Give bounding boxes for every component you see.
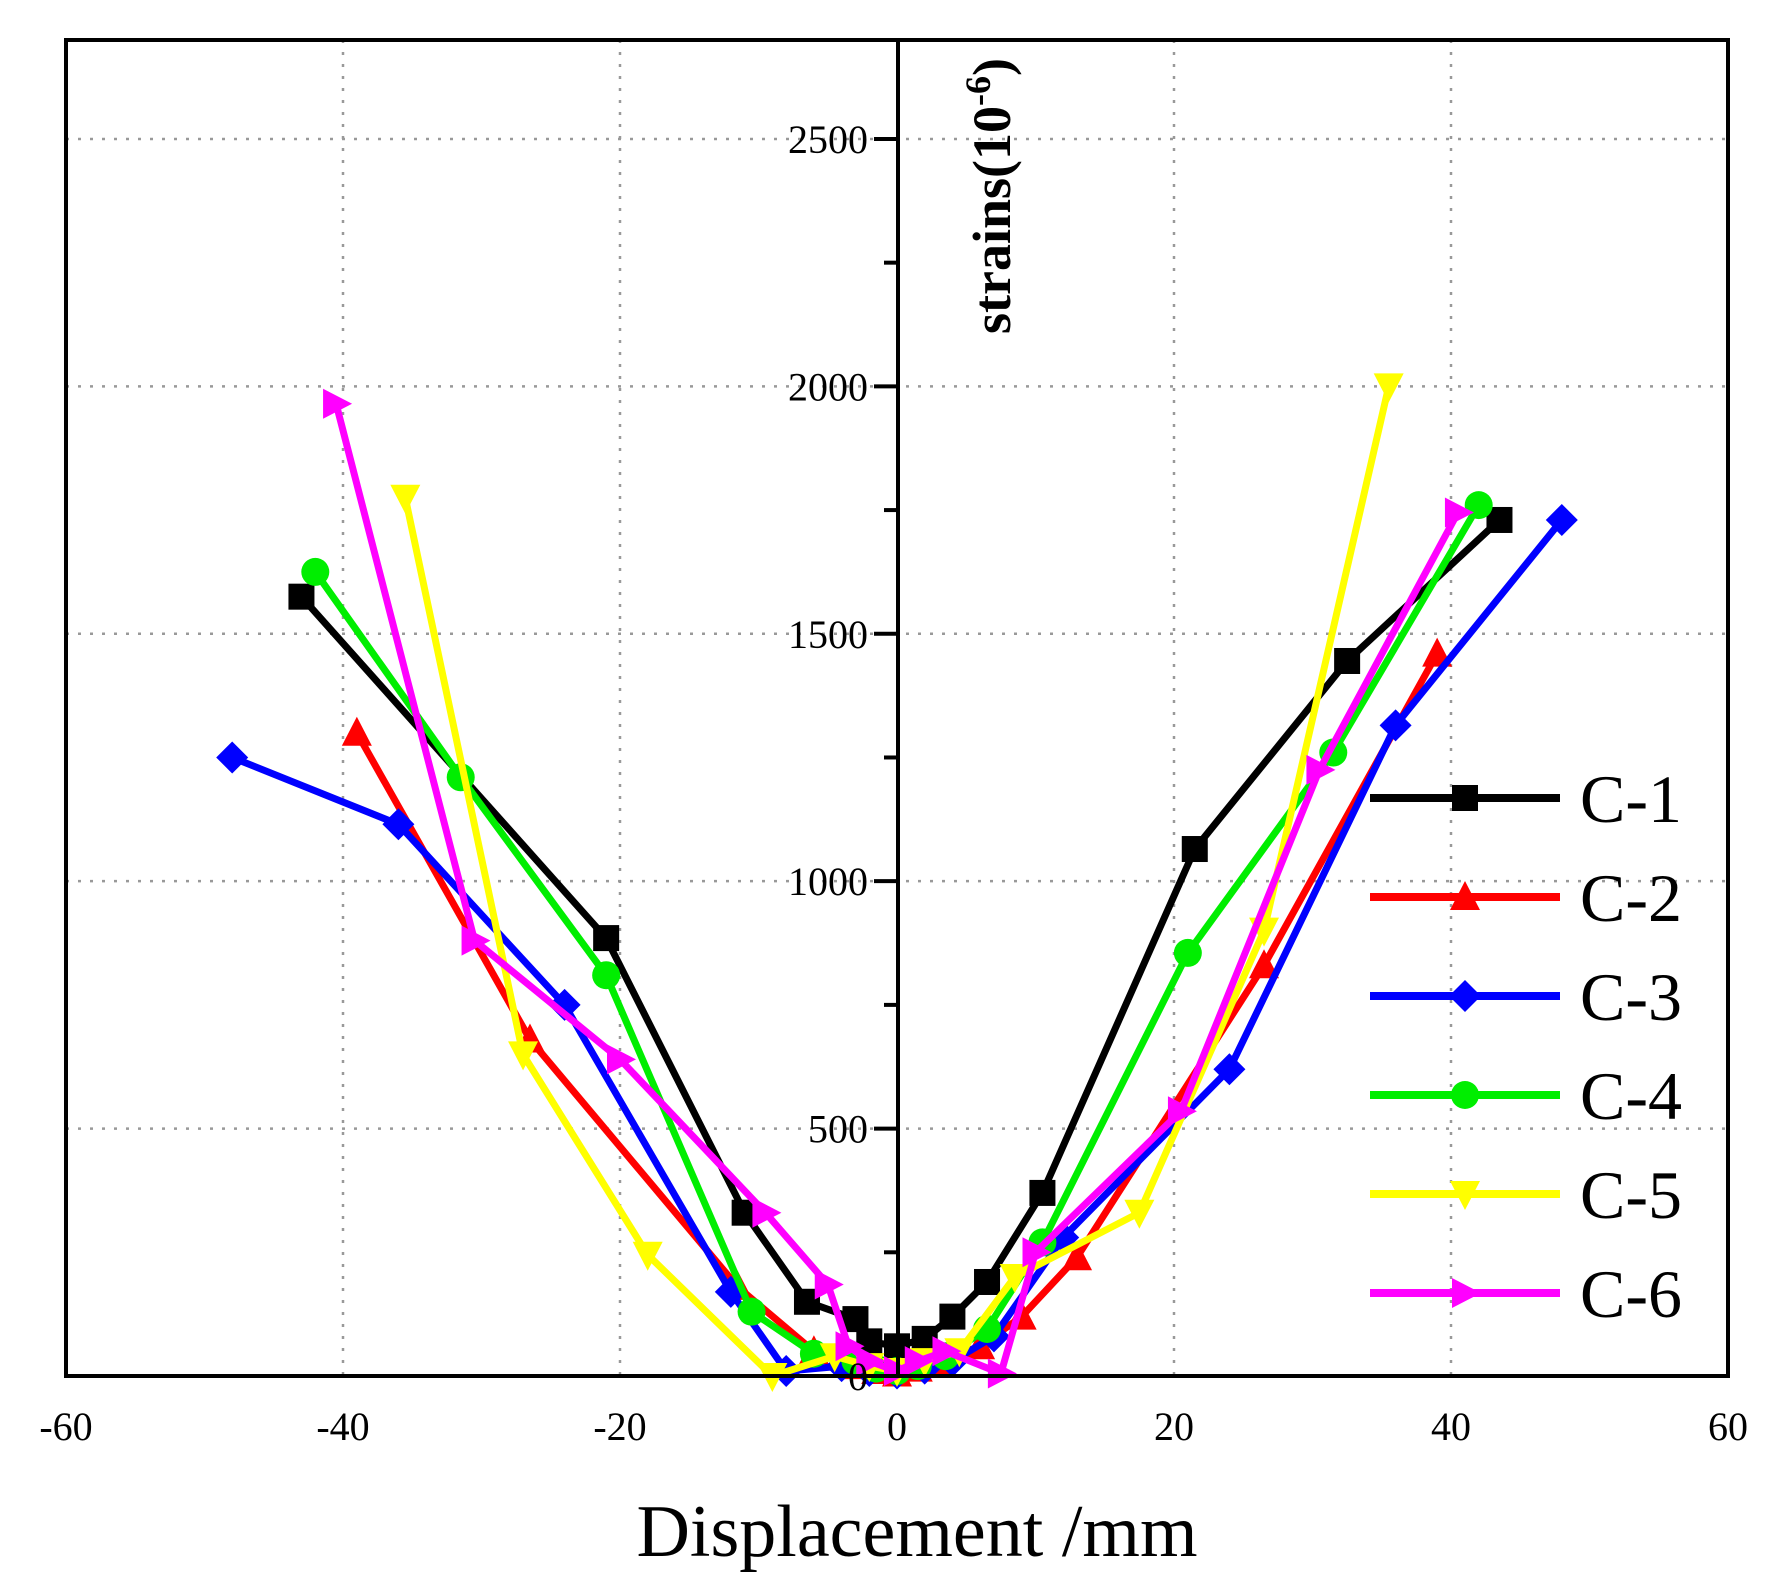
- y-axis-title-exponent: -6: [958, 76, 998, 106]
- y-axis-title-base: strains(10: [962, 106, 1022, 334]
- data-point-c-4: [1173, 938, 1202, 967]
- legend-item-c-3: C-3: [1370, 959, 1682, 1035]
- data-point-c-1: [974, 1268, 1001, 1295]
- data-point-c-1: [593, 925, 620, 952]
- legend-item-c-4: C-4: [1370, 1058, 1682, 1134]
- y-axis-title-close: ): [962, 58, 1022, 76]
- legend-item-c-1: C-1: [1370, 761, 1682, 837]
- y-tick-label: 1000: [788, 859, 868, 904]
- data-point-c-2: [341, 716, 372, 746]
- legend-marker-c-5: [1450, 1181, 1480, 1210]
- plot-frame: [64, 38, 1730, 1378]
- x-axis-title: Displacement /mm: [636, 1491, 1197, 1573]
- data-point-c-6: [1022, 1237, 1052, 1268]
- data-point-c-6: [607, 1044, 636, 1075]
- data-point-c-5: [999, 1264, 1030, 1294]
- data-point-c-6: [1444, 497, 1474, 528]
- y-tick-label: 500: [808, 1107, 868, 1152]
- data-point-c-3: [216, 741, 249, 774]
- data-point-c-5: [508, 1041, 539, 1071]
- data-point-c-3: [548, 988, 581, 1021]
- y-tick-label: 2500: [788, 117, 868, 162]
- data-point-c-6: [904, 1346, 934, 1377]
- data-point-c-2: [1062, 1241, 1093, 1271]
- data-point-c-3: [1545, 503, 1578, 536]
- series-c-1: [288, 506, 1513, 1360]
- data-point-c-1: [1029, 1179, 1056, 1206]
- data-point-c-5: [944, 1338, 975, 1368]
- y-tick-label: 0: [848, 1354, 868, 1399]
- legend-label-c-3: C-3: [1580, 959, 1682, 1035]
- data-point-c-6: [814, 1269, 844, 1300]
- data-point-c-6: [1167, 1096, 1197, 1127]
- data-point-c-5: [390, 484, 421, 514]
- data-point-c-4: [592, 961, 621, 990]
- data-point-c-1: [288, 583, 315, 610]
- axes: [874, 40, 900, 1376]
- data-point-c-1: [939, 1303, 966, 1330]
- data-point-c-6: [1306, 754, 1336, 785]
- x-tick-label: 0: [887, 1404, 907, 1449]
- legend-item-c-5: C-5: [1370, 1157, 1682, 1233]
- legend: C-1 C-2 C-3 C-4 C-5 C-6: [1370, 761, 1682, 1332]
- x-tick-label: -20: [593, 1404, 646, 1449]
- series-line-c-1: [297, 516, 1503, 1350]
- data-point-c-4: [301, 557, 330, 586]
- y-axis-title: strains(10-6): [958, 58, 1022, 334]
- data-point-c-6: [856, 1346, 886, 1377]
- data-point-c-5: [1124, 1199, 1155, 1229]
- data-point-c-6: [752, 1197, 782, 1228]
- legend-label-c-5: C-5: [1580, 1157, 1682, 1233]
- data-point-c-1: [842, 1306, 869, 1333]
- data-point-c-4: [737, 1297, 766, 1326]
- data-point-c-6: [461, 925, 491, 956]
- y-tick-label: 2000: [788, 364, 868, 409]
- x-tick-label: 60: [1708, 1404, 1748, 1449]
- data-point-c-3: [1379, 709, 1412, 742]
- svg-text:strains(10-6): strains(10-6): [958, 58, 1022, 334]
- data-point-c-1: [1181, 836, 1208, 863]
- data-point-c-6: [987, 1358, 1017, 1389]
- legend-label-c-2: C-2: [1580, 860, 1682, 936]
- legend-label-c-6: C-6: [1580, 1256, 1682, 1332]
- data-point-c-5: [632, 1241, 663, 1271]
- data-point-c-1: [1334, 647, 1361, 674]
- data-point-c-6: [932, 1336, 962, 1367]
- x-tick-label: 20: [1154, 1404, 1194, 1449]
- legend-marker-c-4: [1451, 1081, 1479, 1109]
- data-point-c-3: [382, 808, 415, 841]
- data-point-c-3: [1213, 1053, 1246, 1086]
- tick-labels: -60 -40 -20 0 20 40 60 0 500 1000 1500 2000 2500: [39, 117, 1748, 1449]
- data-point-c-6: [323, 388, 353, 419]
- x-tick-label: 40: [1431, 1404, 1471, 1449]
- legend-label-c-4: C-4: [1580, 1058, 1682, 1134]
- data-point-c-6: [835, 1331, 865, 1362]
- legend-label-c-1: C-1: [1580, 761, 1682, 837]
- legend-marker-c-1: [1452, 785, 1478, 811]
- data-point-c-5: [1373, 373, 1404, 403]
- legend-marker-c-2: [1450, 881, 1480, 910]
- legend-marker-c-3: [1449, 980, 1481, 1012]
- y-tick-label: 1500: [788, 612, 868, 657]
- x-tick-label: -40: [316, 1404, 369, 1449]
- legend-item-c-6: C-6: [1370, 1256, 1682, 1332]
- legend-item-c-2: C-2: [1370, 860, 1682, 936]
- legend-marker-c-6: [1452, 1278, 1481, 1308]
- x-tick-label: -60: [39, 1404, 92, 1449]
- data-point-c-2: [1249, 949, 1280, 979]
